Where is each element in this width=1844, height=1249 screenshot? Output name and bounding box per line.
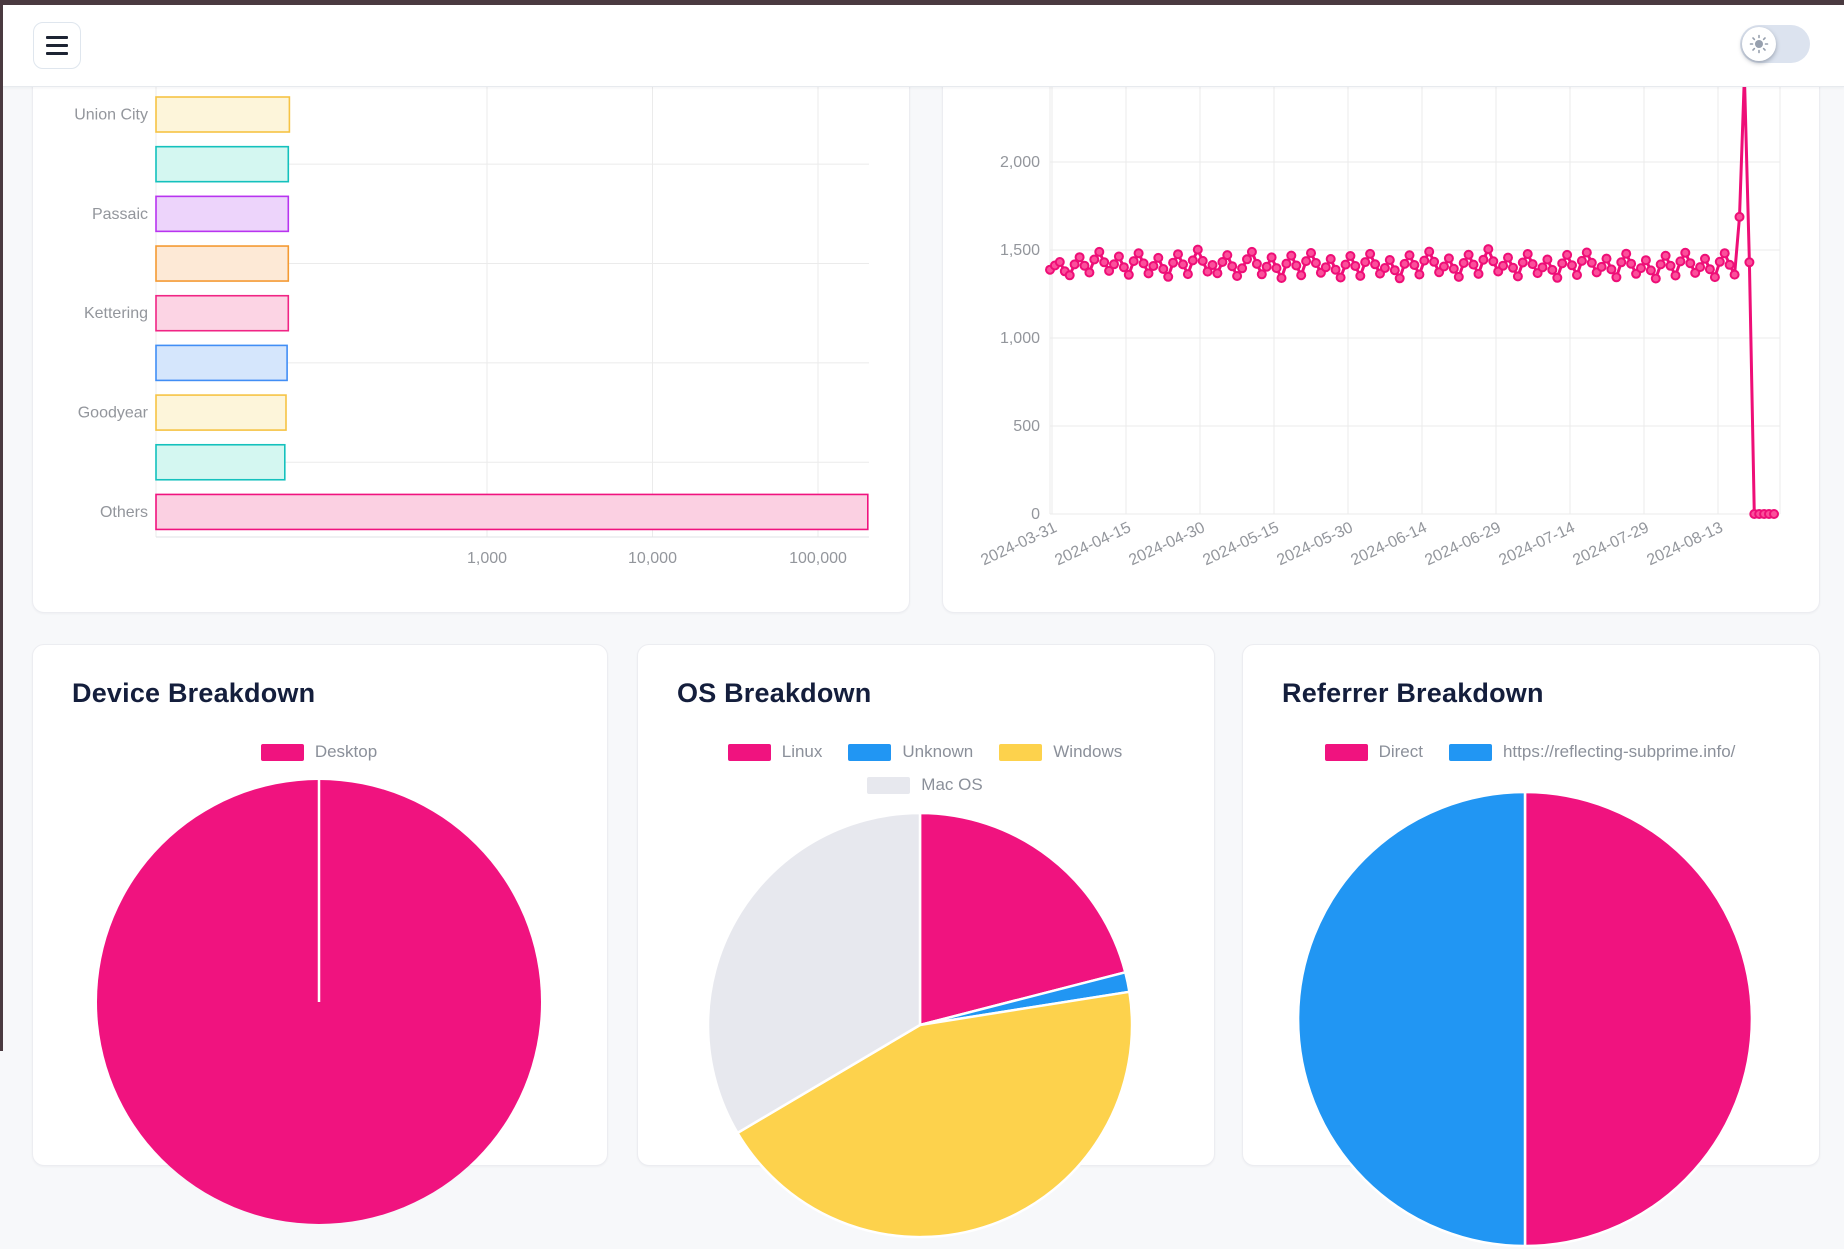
device-breakdown-title: Device Breakdown [72, 678, 316, 708]
svg-text:1,500: 1,500 [1000, 242, 1040, 259]
os-breakdown-title: OS Breakdown [677, 678, 872, 708]
svg-text:2024-05-30: 2024-05-30 [1274, 519, 1355, 569]
window-frame-left [0, 0, 3, 1051]
legend-item-windows[interactable]: Windows [999, 742, 1122, 762]
legend-item-unknown[interactable]: Unknown [848, 742, 973, 762]
legend-label: Direct [1378, 742, 1423, 761]
legend-swatch [999, 743, 1043, 761]
referrer-pie-legend: Direct https://reflecting-subprime.info/ [1242, 742, 1818, 762]
legend-swatch [1448, 743, 1492, 761]
legend-label: Desktop [314, 742, 378, 761]
device-pie-chart[interactable] [94, 777, 544, 1227]
hamburger-menu-button[interactable] [33, 22, 81, 69]
svg-text:2024-03-31: 2024-03-31 [978, 519, 1059, 569]
legend-label: Unknown [902, 742, 974, 761]
svg-text:Union City: Union City [74, 107, 148, 124]
legend-item-mac-os[interactable]: Mac OS [867, 775, 983, 795]
svg-text:2024-07-29: 2024-07-29 [1570, 519, 1651, 569]
svg-text:0: 0 [1031, 506, 1040, 523]
legend-swatch [1324, 743, 1368, 761]
visitors-line-chart[interactable]: 05001,0001,5002,0002024-03-312024-04-152… [942, 85, 1818, 611]
legend-item-https-reflecting-subprime-info-[interactable]: https://reflecting-subprime.info/ [1448, 742, 1736, 762]
legend-swatch [260, 743, 304, 761]
svg-text:Passaic: Passaic [92, 206, 148, 223]
top-bar [0, 5, 1844, 87]
sun-icon [1749, 34, 1769, 54]
theme-toggle-knob [1742, 27, 1776, 61]
legend-swatch [727, 743, 771, 761]
svg-text:Kettering: Kettering [84, 305, 148, 322]
cities-bar-chart[interactable]: Union City Passaic Kettering Goodyear Others… [32, 85, 908, 611]
os-pie-chart[interactable] [705, 810, 1135, 1240]
svg-text:10,000: 10,000 [628, 550, 677, 567]
svg-text:500: 500 [1013, 418, 1040, 435]
svg-text:Others: Others [100, 504, 148, 521]
legend-swatch [848, 743, 892, 761]
window-frame-top [0, 0, 1844, 5]
svg-text:2024-06-29: 2024-06-29 [1422, 519, 1503, 569]
svg-text:100,000: 100,000 [789, 550, 847, 567]
svg-text:Goodyear: Goodyear [78, 405, 149, 422]
svg-text:2024-04-15: 2024-04-15 [1052, 519, 1133, 569]
hamburger-icon [46, 36, 68, 55]
legend-label: Linux [781, 742, 823, 761]
legend-item-desktop[interactable]: Desktop [260, 742, 378, 762]
legend-label: https://reflecting-subprime.info/ [1502, 742, 1736, 761]
os-pie-legend: Linux Unknown Windows Mac OS [675, 742, 1175, 795]
legend-label: Mac OS [921, 775, 983, 794]
legend-label: Windows [1053, 742, 1123, 761]
svg-text:2024-06-14: 2024-06-14 [1348, 519, 1429, 569]
svg-text:2024-05-15: 2024-05-15 [1200, 519, 1281, 569]
referrer-pie-chart[interactable] [1295, 789, 1755, 1249]
svg-text:1,000: 1,000 [1000, 330, 1040, 347]
svg-text:2024-04-30: 2024-04-30 [1126, 519, 1207, 569]
legend-swatch [867, 776, 911, 794]
device-pie-legend: Desktop [32, 742, 606, 762]
legend-item-linux[interactable]: Linux [727, 742, 823, 762]
theme-toggle[interactable] [1740, 25, 1810, 63]
svg-text:2024-08-13: 2024-08-13 [1644, 519, 1725, 569]
svg-text:2,000: 2,000 [1000, 154, 1040, 171]
referrer-breakdown-title: Referrer Breakdown [1282, 678, 1544, 708]
legend-item-direct[interactable]: Direct [1324, 742, 1423, 762]
visitors-line-chart-card [942, 50, 1820, 613]
svg-text:2024-07-14: 2024-07-14 [1496, 519, 1577, 569]
svg-text:1,000: 1,000 [467, 550, 507, 567]
